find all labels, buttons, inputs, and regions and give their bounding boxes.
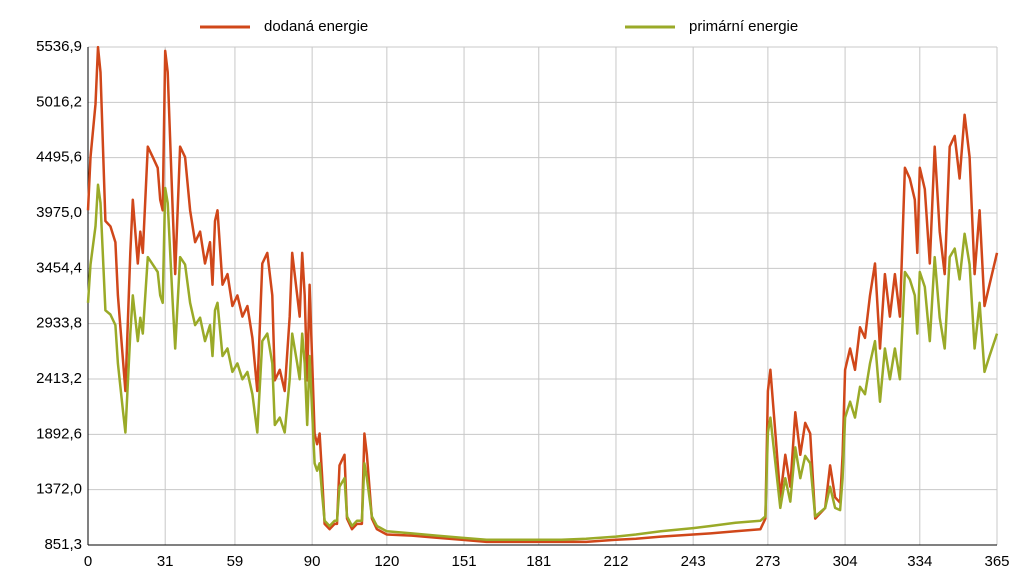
- legend-label: primární energie: [689, 18, 798, 35]
- y-tick-label: 851,3: [44, 536, 82, 553]
- legend-label: dodaná energie: [264, 18, 368, 35]
- x-tick-label: 304: [833, 553, 858, 570]
- y-tick-label: 3975,0: [36, 204, 82, 221]
- y-tick-label: 2413,2: [36, 370, 82, 387]
- x-tick-label: 334: [907, 553, 932, 570]
- y-tick-label: 1892,6: [36, 425, 82, 442]
- y-tick-label: 5016,2: [36, 93, 82, 110]
- x-tick-label: 31: [157, 553, 174, 570]
- x-tick-label: 151: [452, 553, 477, 570]
- x-tick-label: 212: [603, 553, 628, 570]
- x-tick-label: 365: [984, 553, 1009, 570]
- x-tick-label: 181: [526, 553, 551, 570]
- y-tick-label: 1372,0: [36, 481, 82, 498]
- y-tick-label: 3454,4: [36, 259, 82, 276]
- x-tick-label: 59: [227, 553, 244, 570]
- x-tick-label: 273: [755, 553, 780, 570]
- data-line: [86, 45, 999, 544]
- x-tick-label: 120: [374, 553, 399, 570]
- y-tick-label: 4495,6: [36, 149, 82, 166]
- x-tick-label: 0: [84, 553, 92, 570]
- y-tick-label: 5536,9: [36, 38, 82, 55]
- x-tick-label: 243: [681, 553, 706, 570]
- data-line: [86, 183, 999, 542]
- x-tick-label: 90: [304, 553, 321, 570]
- y-tick-label: 2933,8: [36, 315, 82, 332]
